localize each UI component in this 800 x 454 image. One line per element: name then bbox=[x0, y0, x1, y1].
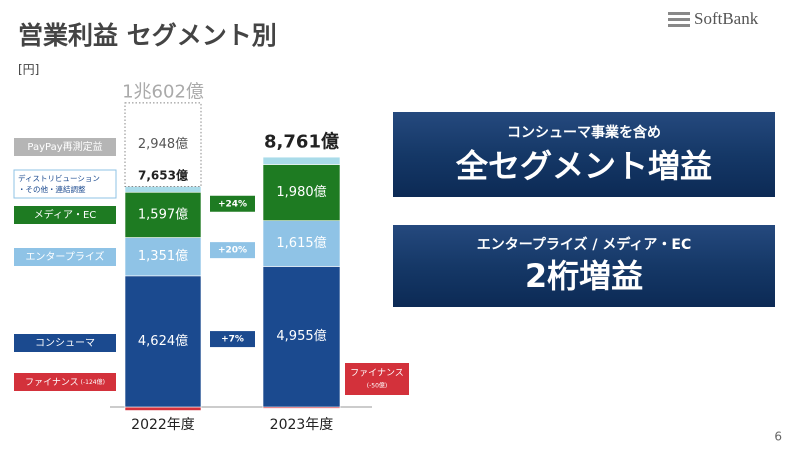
growth-box bbox=[210, 242, 255, 259]
bar-segment bbox=[262, 164, 341, 221]
data-label: 2,948億 bbox=[138, 136, 188, 152]
callout: コンシューマ事業を含め 全セグメント増益 bbox=[393, 112, 775, 197]
legend-label-name: ファイナンス bbox=[25, 377, 79, 388]
logo: SoftBank bbox=[668, 9, 759, 28]
legend-item: ファイナンス (-124億) bbox=[14, 373, 116, 391]
data-label: 1,615億 bbox=[276, 235, 326, 251]
logo-text: SoftBank bbox=[694, 9, 759, 28]
page-number: 6 bbox=[774, 430, 782, 444]
legend-label: ディストリビューション・その他・連結調整 bbox=[18, 173, 100, 194]
unit: [円] bbox=[18, 63, 39, 77]
legend-label: メディア・EC bbox=[34, 208, 97, 221]
finance-callout-value: (-50億) bbox=[367, 382, 387, 390]
legend-box bbox=[14, 248, 116, 266]
data-label: 1,980億 bbox=[276, 184, 326, 200]
callout-subtitle: エンタープライズ / メディア・EC bbox=[477, 236, 691, 253]
bar-segment bbox=[124, 186, 202, 193]
legend-box bbox=[14, 138, 116, 156]
callout-box bbox=[393, 225, 775, 307]
growth-label: +24% bbox=[218, 199, 247, 209]
legend-label-value: (-124億) bbox=[81, 378, 105, 386]
callout-headline: 2桁増益 bbox=[525, 257, 643, 295]
legend-label: ディストリビューション bbox=[18, 173, 100, 183]
legend-label: PayPay再測定益 bbox=[27, 140, 102, 153]
bar-segment bbox=[262, 266, 341, 408]
bar-segment bbox=[124, 275, 202, 408]
growth-label: +20% bbox=[218, 246, 247, 256]
total-label: 1兆602億 bbox=[122, 81, 204, 102]
finance-callout-name: ファイナンス bbox=[350, 368, 404, 379]
callout-subtitle: コンシューマ事業を含め bbox=[507, 124, 661, 141]
legend-item: PayPay再測定益 bbox=[14, 138, 116, 156]
data-label: 4,624億 bbox=[138, 333, 188, 349]
logo-bar bbox=[668, 18, 690, 21]
bar-segment bbox=[124, 406, 202, 411]
x-tick-label: 2022年度 bbox=[131, 417, 195, 433]
x-tick-label: 2023年度 bbox=[270, 417, 334, 433]
legend-label: エンタープライズ bbox=[25, 250, 104, 263]
legend-box bbox=[13, 169, 117, 199]
title: 営業利益 セグメント別 bbox=[18, 21, 277, 50]
bar-segment bbox=[124, 237, 202, 277]
finance-callout: ファイナンス (-50億) bbox=[345, 363, 409, 395]
legend-item: メディア・EC bbox=[14, 206, 116, 224]
legend-box bbox=[14, 206, 116, 224]
bar-segment bbox=[262, 156, 341, 165]
data-label: 4,955億 bbox=[276, 328, 326, 344]
growth-box bbox=[210, 331, 255, 348]
legend-label: ・その他・連結調整 bbox=[18, 184, 86, 194]
logo-bar bbox=[668, 12, 690, 15]
callout-headline: 全セグメント増益 bbox=[455, 147, 712, 185]
legend-box bbox=[14, 334, 116, 352]
legend-label: ファイナンス (-124億) bbox=[25, 377, 105, 388]
legend-item: コンシューマ bbox=[14, 334, 116, 352]
growth-label: +7% bbox=[221, 335, 244, 345]
legend-item: エンタープライズ bbox=[14, 248, 116, 266]
bar-segment bbox=[124, 191, 202, 238]
logo-bar bbox=[668, 24, 690, 27]
callout: エンタープライズ / メディア・EC 2桁増益 bbox=[393, 225, 775, 307]
data-label: 1,351億 bbox=[138, 248, 188, 264]
total-label: 7,653億 bbox=[138, 167, 188, 182]
total-label: 8,761億 bbox=[264, 131, 339, 153]
data-label: 1,597億 bbox=[138, 206, 188, 222]
growth-box bbox=[210, 195, 255, 212]
legend-label: コンシューマ bbox=[35, 338, 95, 349]
legend-box bbox=[14, 373, 116, 391]
bar-segment bbox=[124, 102, 202, 187]
legend-item: ディストリビューション・その他・連結調整 bbox=[13, 169, 117, 199]
finance-callout-box bbox=[345, 363, 409, 395]
callout-box bbox=[393, 112, 775, 197]
